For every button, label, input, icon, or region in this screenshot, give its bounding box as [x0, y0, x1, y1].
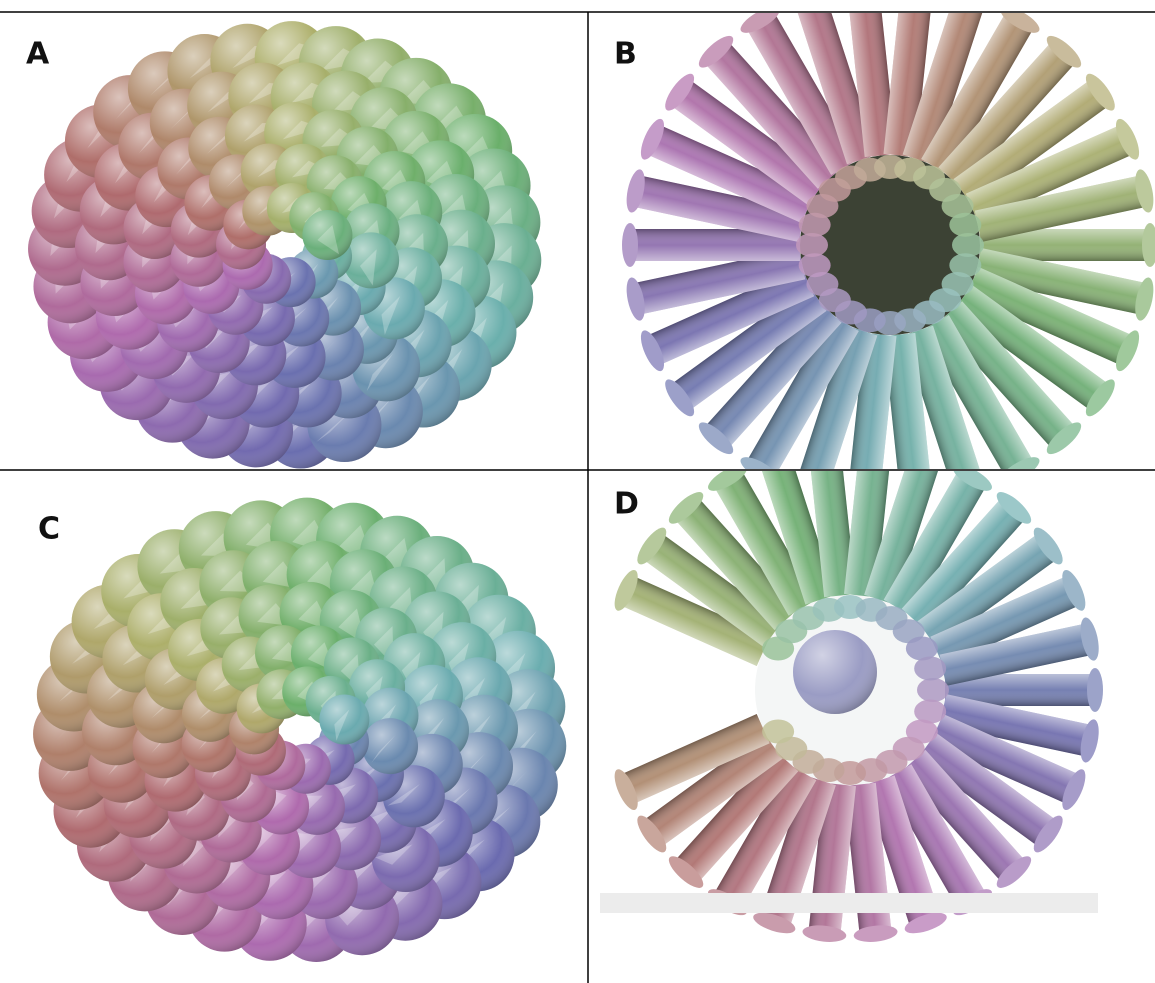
center-cone-shade — [793, 630, 877, 714]
page: A B C D (() => { const data = JSON.parse… — [0, 0, 1155, 983]
cylinder-cap — [947, 0, 994, 12]
panel-label: C — [38, 512, 60, 547]
floor-strip — [600, 893, 1098, 913]
panel-label: B — [614, 37, 637, 72]
inner-disk — [949, 213, 981, 237]
panel-d-render — [610, 436, 1103, 944]
cone-shade — [362, 718, 418, 774]
inner-disk — [914, 657, 946, 681]
cylinder-cap — [786, 0, 833, 12]
inner-disk — [762, 720, 794, 744]
cylinder-cap — [1087, 668, 1103, 712]
panel-c-render — [33, 498, 566, 962]
inner-disk — [917, 678, 949, 702]
figure: A B C D — [0, 0, 1155, 983]
panel-b-render — [622, 0, 1155, 514]
cylinder-cap — [622, 223, 638, 267]
panel-label: A — [26, 37, 50, 72]
panel-label: D — [614, 487, 639, 522]
panel-a-render — [28, 21, 541, 468]
